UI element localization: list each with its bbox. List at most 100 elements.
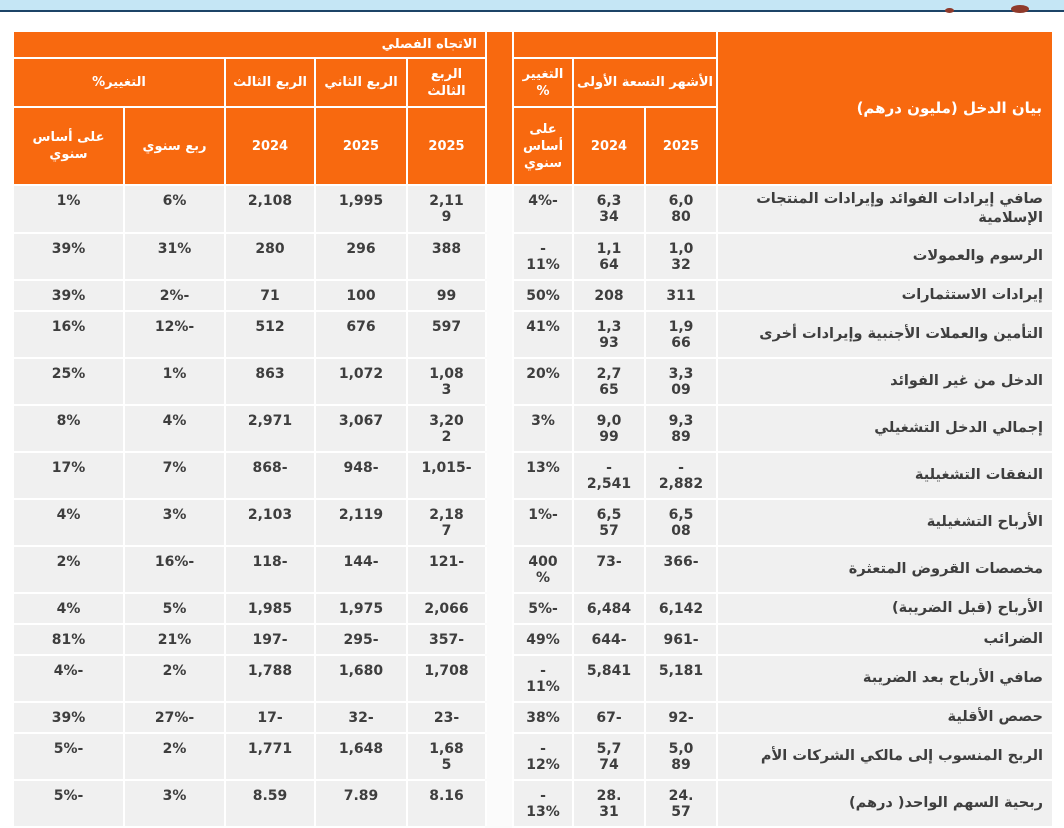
table-row: الضرائب 961- 644- 49% 357- 295- 197- 21% 81% <box>11 623 1055 656</box>
separator-cell <box>485 310 515 359</box>
separator-cell <box>485 451 515 500</box>
top-strip <box>0 0 1064 13</box>
cell-nine-months-2025: 1,0 32 <box>644 232 719 281</box>
cell-change-yoy: 5%- <box>11 732 126 781</box>
cell-change-9m-yoy: 13% <box>512 451 575 500</box>
cell-q2-2025: 32- <box>314 701 409 734</box>
header-empty-cell <box>512 30 719 59</box>
table-row: التأمين والعملات الأجنبية وإيرادات أخرى 1… <box>11 310 1055 359</box>
cell-q3-2025: 597 <box>406 310 488 359</box>
cell-q2-2025: 296 <box>314 232 409 281</box>
row-label: الأرباح التشغيلية <box>716 498 1055 547</box>
header-row-1: بيان الدخل (مليون درهم) الاتجاه الفصلي <box>11 30 1055 186</box>
cell-change-qoq: 6% <box>123 184 227 234</box>
separator-cell <box>485 701 515 734</box>
cell-change-yoy: 39% <box>11 701 126 734</box>
header-yoy: على أساس سنوي <box>11 106 126 186</box>
cell-q2-2025: 3,067 <box>314 404 409 453</box>
cell-change-qoq: 3% <box>123 498 227 547</box>
header-q2-2025: الربع الثاني <box>314 57 409 108</box>
row-label: الربح المنسوب إلى مالكي الشركات الأم <box>716 732 1055 781</box>
cell-change-qoq: 2% <box>123 654 227 703</box>
cell-nine-months-2025: 366- <box>644 545 719 594</box>
cell-nine-months-2024: 6,3 34 <box>572 184 647 234</box>
row-label: النفقات التشغيلية <box>716 451 1055 500</box>
cell-q2-2025: 2,119 <box>314 498 409 547</box>
separator-cell <box>485 184 515 234</box>
cell-q3-2024: 118- <box>224 545 317 594</box>
header-year-q3-2025: 2025 <box>406 106 488 186</box>
cell-q3-2024: 280 <box>224 232 317 281</box>
cell-q2-2025: 1,648 <box>314 732 409 781</box>
cell-change-qoq: 16%- <box>123 545 227 594</box>
separator-cell <box>485 279 515 312</box>
cell-change-yoy: 1% <box>11 184 126 234</box>
cell-q2-2025: 1,072 <box>314 357 409 406</box>
cell-nine-months-2024: 2,7 65 <box>572 357 647 406</box>
table-row: صافي إيرادات الفوائد وإيرادات المنتجات ا… <box>11 184 1055 234</box>
cell-nine-months-2024: 9,0 99 <box>572 404 647 453</box>
cell-q3-2025: 23- <box>406 701 488 734</box>
cell-nine-months-2025: 6,5 08 <box>644 498 719 547</box>
cell-change-9m-yoy: 3% <box>512 404 575 453</box>
cell-q3-2024: 863 <box>224 357 317 406</box>
cell-nine-months-2024: - 2,541 <box>572 451 647 500</box>
cell-nine-months-2025: 5,181 <box>644 654 719 703</box>
cell-nine-months-2025: 6,142 <box>644 592 719 625</box>
cell-change-yoy: 2% <box>11 545 126 594</box>
cell-q3-2024: 1,788 <box>224 654 317 703</box>
cell-q3-2024: 17- <box>224 701 317 734</box>
header-row-3: 2025 2024 على أساس سنوي 2025 2025 2024 ر… <box>11 106 1053 186</box>
cell-q2-2025: 676 <box>314 310 409 359</box>
separator-cell <box>485 623 515 656</box>
cell-nine-months-2025: 1,9 66 <box>644 310 719 359</box>
cell-q3-2025: 1,708 <box>406 654 488 703</box>
cell-change-yoy: 4% <box>11 498 126 547</box>
cell-change-qoq: 2%- <box>123 279 227 312</box>
table-body: صافي إيرادات الفوائد وإيرادات المنتجات ا… <box>11 184 1055 828</box>
cell-q3-2025: 2,11 9 <box>406 184 488 234</box>
table-row: صافي الأرباح بعد الضريبة 5,181 5,841- 11% 1… <box>11 654 1055 703</box>
cell-nine-months-2024: 5,841 <box>572 654 647 703</box>
cell-nine-months-2025: 6,0 80 <box>644 184 719 234</box>
cell-nine-months-2024: 208 <box>572 279 647 312</box>
cell-change-9m-yoy: 4%- <box>512 184 575 234</box>
table-row: الدخل من غير الفوائد 3,3 09 2,7 65 20% 1,08 … <box>11 357 1055 406</box>
cell-nine-months-2024: 1,1 64 <box>572 232 647 281</box>
separator-cell <box>485 654 515 703</box>
cell-change-qoq: 5% <box>123 592 227 625</box>
cell-change-yoy: 81% <box>11 623 126 656</box>
cell-change-yoy: 16% <box>11 310 126 359</box>
cell-q2-2025: 144- <box>314 545 409 594</box>
cell-q3-2024: 197- <box>224 623 317 656</box>
cell-q3-2024: 2,971 <box>224 404 317 453</box>
separator-cell <box>485 498 515 547</box>
cell-nine-months-2025: 5,0 89 <box>644 732 719 781</box>
cell-q3-2024: 71 <box>224 279 317 312</box>
cell-nine-months-2024: 73- <box>572 545 647 594</box>
cell-change-9m-yoy: 38% <box>512 701 575 734</box>
cell-change-qoq: 12%- <box>123 310 227 359</box>
clipped-text-fragment <box>1011 5 1029 13</box>
cell-q3-2025: 1,68 5 <box>406 732 488 781</box>
cell-q3-2025: 2,18 7 <box>406 498 488 547</box>
table-row: النفقات التشغيلية - 2,882- 2,541 13% 1,015-… <box>11 451 1055 500</box>
cell-q3-2025: 357- <box>406 623 488 656</box>
cell-change-9m-yoy: - 11% <box>512 232 575 281</box>
table-row: الأرباح (قبل الضريبة) 6,142 6,484 5%- 2,066 1… <box>11 592 1055 625</box>
cell-change-9m-yoy: 400 % <box>512 545 575 594</box>
row-label: الرسوم والعمولات <box>716 232 1055 281</box>
row-label: الأرباح (قبل الضريبة) <box>716 592 1055 625</box>
cell-q3-2024: 868- <box>224 451 317 500</box>
cell-change-yoy: 17% <box>11 451 126 500</box>
table-row: الربح المنسوب إلى مالكي الشركات الأم 5,0 … <box>11 732 1055 781</box>
table-row: الأرباح التشغيلية 6,5 08 6,5 57 1%- 2,18 7 2,… <box>11 498 1055 547</box>
cell-change-9m-yoy: 49% <box>512 623 575 656</box>
cell-change-qoq: 27%- <box>123 701 227 734</box>
row-label: التأمين والعملات الأجنبية وإيرادات أخرى <box>716 310 1055 359</box>
header-nine-months-group: الأشهر التسعة الأولى <box>572 57 719 108</box>
cell-nine-months-2024: 1,3 93 <box>572 310 647 359</box>
cell-q3-2025: 2,066 <box>406 592 488 625</box>
table-row: مخصصات القروض المتعثرة 366- 73- 400 % 121- 14… <box>11 545 1055 594</box>
cell-q3-2024: 1,985 <box>224 592 317 625</box>
